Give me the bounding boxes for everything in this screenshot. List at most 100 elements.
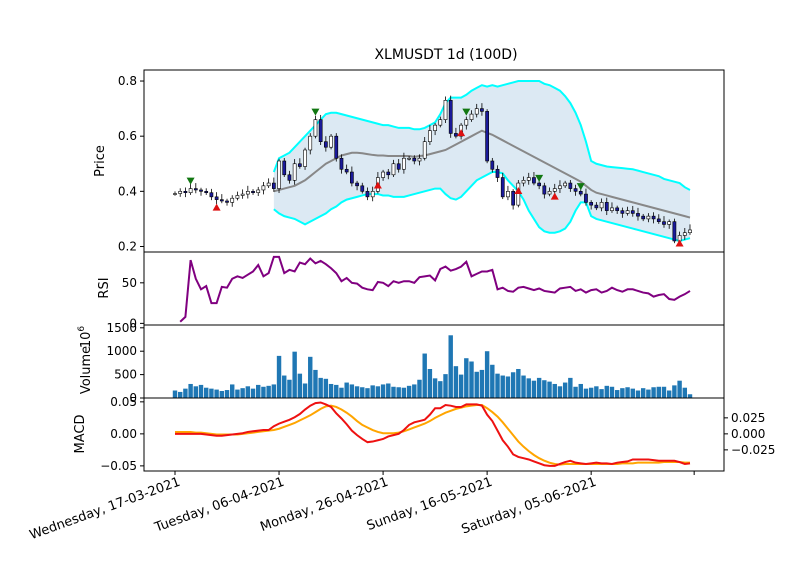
candle-body: [469, 113, 474, 120]
price-axis-label: Price: [93, 145, 108, 177]
candle-body: [615, 207, 620, 211]
volume-bar: [604, 385, 609, 398]
volume-bar: [510, 372, 516, 398]
volume-bar: [209, 388, 214, 398]
candle-body: [334, 135, 339, 159]
candle-body: [245, 191, 250, 195]
macd-y-right-tick-label: 0.025: [731, 411, 765, 425]
volume-bar: [448, 335, 453, 398]
volume-exponent-label: 106: [77, 326, 94, 349]
macd-y-right-tick-label: 0.000: [731, 427, 765, 441]
candle-body: [178, 191, 183, 194]
candle-body: [355, 182, 359, 187]
candle-body: [516, 182, 521, 206]
rsi-axis-label: RSI: [97, 277, 112, 298]
volume-bar: [177, 391, 183, 398]
candle-body: [199, 189, 203, 192]
price-y-tick-label: 0.8: [118, 74, 137, 88]
candle-body: [464, 119, 469, 126]
candle-body: [417, 157, 422, 162]
candle-body: [381, 171, 385, 178]
volume-bar: [297, 373, 303, 398]
volume-bar: [375, 386, 381, 398]
candle-body: [230, 197, 235, 203]
chart-title: XLMUSDT 1d (100D): [374, 47, 517, 63]
candle-body: [173, 193, 177, 195]
volume-bar: [516, 368, 521, 398]
volume-bar: [313, 369, 318, 398]
macd-right-y-ticks: −0.025 0.000 0.025: [724, 411, 775, 457]
volume-bar: [651, 387, 656, 398]
candle-body: [646, 215, 651, 220]
candle-body: [599, 202, 604, 209]
volume-bar: [474, 371, 479, 398]
rsi-axes-frame: [143, 251, 725, 326]
candle-body: [292, 163, 297, 181]
volume-bar: [490, 364, 495, 398]
candle-body: [454, 133, 458, 137]
volume-bar: [573, 386, 578, 398]
volume-bar: [432, 378, 438, 398]
volume-bar: [599, 389, 604, 398]
price-y-tick-label: 0.6: [118, 129, 137, 143]
candle-body: [625, 210, 630, 214]
signal-line: [175, 404, 690, 466]
candle-body: [240, 193, 245, 196]
volume-bar: [334, 384, 339, 398]
rsi-line-group: [179, 255, 691, 323]
candle-body: [589, 202, 594, 206]
volume-bar: [308, 356, 313, 398]
candle-body: [511, 191, 515, 206]
candle-body: [183, 191, 188, 194]
rsi-y-tick-label: 0: [129, 316, 137, 330]
sma-line: [273, 129, 691, 219]
volume-bar: [635, 390, 641, 398]
volume-bar: [609, 386, 615, 398]
candle-body: [303, 149, 307, 167]
candle-body: [443, 100, 448, 120]
candle-body: [620, 210, 625, 214]
volume-bar: [438, 381, 443, 398]
volume-bar: [568, 377, 573, 398]
volume-bar: [250, 388, 256, 398]
candle-body: [360, 185, 365, 192]
macd-y-right-tick-label: −0.025: [731, 443, 775, 457]
buy-marker: [457, 129, 466, 137]
volume-bar: [625, 387, 630, 398]
volume-bar: [224, 390, 230, 398]
volume-bar: [230, 384, 235, 398]
volume-bars: [172, 335, 693, 398]
candle-body: [308, 135, 313, 151]
sell-marker: [311, 108, 320, 116]
volume-bar: [183, 388, 188, 398]
volume-bar: [422, 353, 427, 398]
candle-body: [313, 119, 318, 137]
candle-body: [266, 182, 271, 187]
volume-bar: [172, 390, 178, 398]
candle-body: [672, 221, 677, 242]
candle-body: [271, 182, 276, 189]
volume-bar: [261, 386, 266, 398]
candle-body: [573, 188, 578, 192]
candle-body: [407, 157, 411, 160]
candle-body: [402, 157, 406, 170]
volume-bar: [271, 384, 277, 398]
candle-body: [688, 229, 692, 234]
volume-bar: [640, 388, 646, 398]
volume-bar: [302, 383, 308, 398]
volume-y-tick-label: 0: [129, 391, 137, 405]
volume-bar: [484, 351, 490, 398]
sell-marker: [576, 183, 585, 191]
candle-body: [428, 130, 432, 142]
volume-bar: [328, 383, 334, 398]
volume-y-ticks: 0 500 1000 1500: [106, 321, 144, 405]
macd-y-tick-label: 0.05: [110, 395, 137, 409]
volume-bar: [219, 390, 225, 398]
bollinger-band-lines: [272, 80, 691, 243]
candle-body: [282, 160, 287, 176]
volume-bar: [505, 376, 511, 398]
volume-bar: [401, 387, 407, 398]
candle-body: [610, 207, 614, 211]
